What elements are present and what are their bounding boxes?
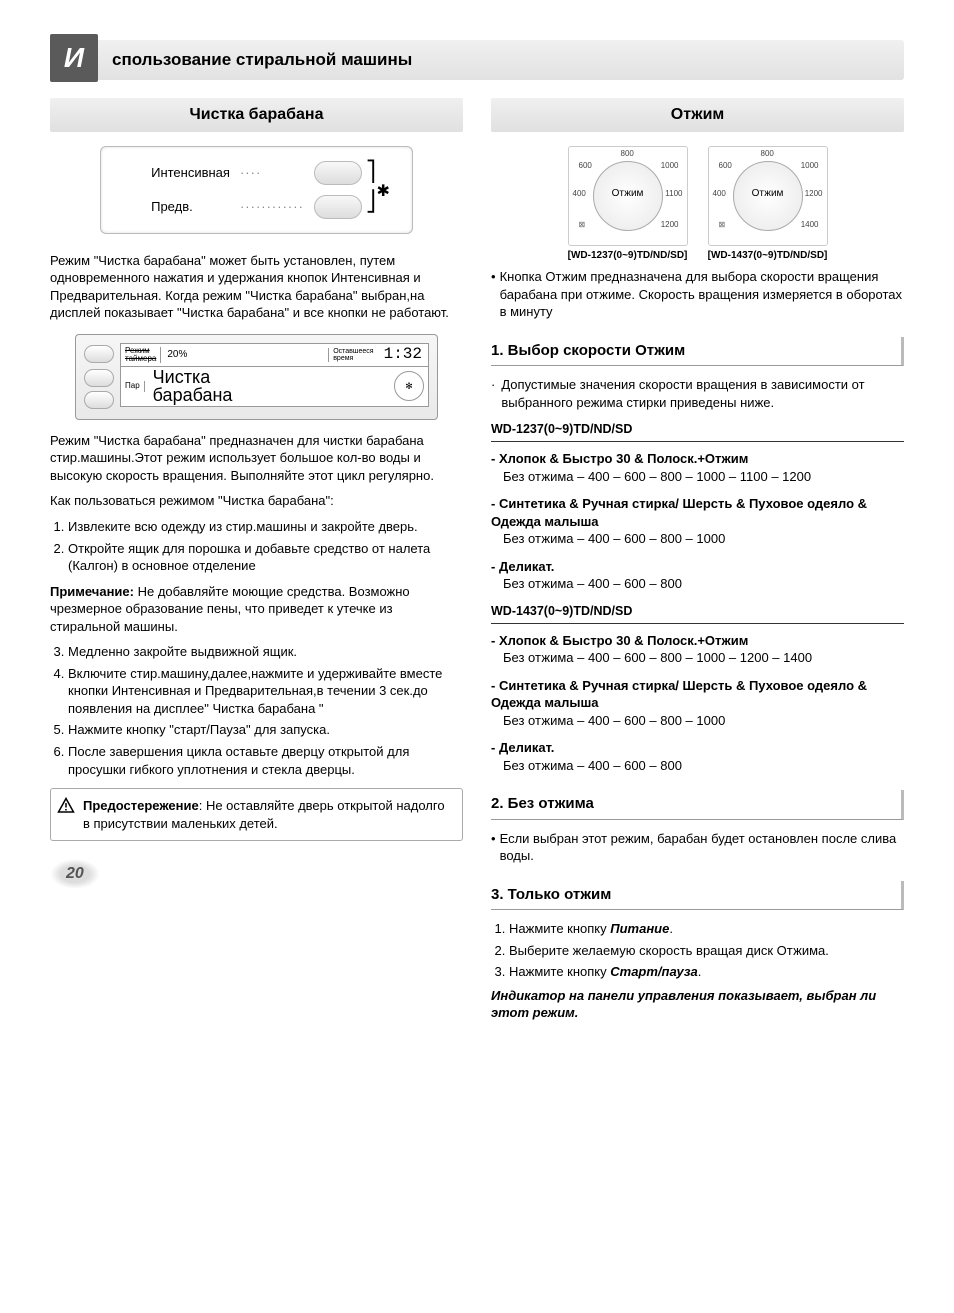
timer-mode-label: Режим таймера	[121, 347, 161, 363]
step-5: Нажмите кнопку "старт/Пауза" для запуска…	[68, 721, 463, 739]
spec-a2: - Синтетика & Ручная стирка/ Шерсть & Пу…	[491, 495, 904, 548]
dots-icon: ············	[240, 198, 304, 216]
dial-caption-1: [WD-1237(0~9)TD/ND/SD]	[568, 249, 688, 263]
side-button	[84, 391, 114, 409]
tick-1200: 1200	[805, 189, 823, 200]
model-b: WD-1437(0~9)TD/ND/SD	[491, 603, 904, 624]
model-a: WD-1237(0~9)TD/ND/SD	[491, 421, 904, 442]
tick-600: 600	[719, 161, 732, 172]
para-2: Режим "Чистка барабана" предназначен для…	[50, 432, 463, 485]
warning-icon	[57, 797, 75, 815]
subhead-spinonly: 3. Только отжим	[491, 881, 904, 910]
star-icon: ✱	[377, 181, 390, 203]
nospin-icon: ⊠	[719, 220, 726, 231]
spec-b2: - Синтетика & Ручная стирка/ Шерсть & Пу…	[491, 677, 904, 730]
dots-icon: ····	[240, 164, 304, 182]
display-panel: Режим таймера 20% Оставшееся время 1:32 …	[75, 334, 438, 420]
tick-600: 600	[579, 161, 592, 172]
para-3: Как пользоваться режимом "Чистка барабан…	[50, 492, 463, 510]
dial-label: Отжим	[752, 187, 784, 201]
tick-1000: 1000	[661, 161, 679, 172]
dial-row: 400 600 800 1000 1100 1200 ⊠ Отжим [WD-1…	[491, 146, 904, 263]
step-1: Извлеките всю одежду из стир.машины и за…	[68, 518, 463, 536]
caution-box: Предостережение: Не оставляйте дверь отк…	[50, 788, 463, 841]
remain-time: 1:32	[378, 344, 428, 366]
bracket-icon: ⎦	[366, 189, 376, 216]
bracket-icon: ⎤	[366, 159, 376, 186]
tick-400: 400	[573, 189, 586, 200]
subhead-nospin: 2. Без отжима	[491, 790, 904, 819]
button-diagram: Интенсивная ···· ⎤ Предв. ············ ⎦…	[100, 146, 413, 234]
tick-400: 400	[713, 189, 726, 200]
subhead-speed: 1. Выбор скорости Отжим	[491, 337, 904, 366]
nospin-icon: ⊠	[579, 220, 586, 231]
tick-1100: 1100	[665, 189, 682, 200]
tick-1200: 1200	[661, 220, 679, 231]
step-3: Медленно закройте выдвижной ящик.	[68, 643, 463, 661]
remain-label: Оставшееся время	[328, 348, 377, 362]
steam-label: Пар	[121, 381, 145, 392]
spinonly-step-3: Нажмите кнопку Старт/пауза.	[509, 963, 904, 981]
spec-a1: - Хлопок & Быстро 30 & Полоск.+ОтжимБез …	[491, 450, 904, 485]
note-label: Примечание:	[50, 584, 134, 599]
display-main-text: Чистка барабана	[145, 368, 390, 404]
dial-wd1237: 400 600 800 1000 1100 1200 ⊠ Отжим	[568, 146, 688, 246]
section-drum-clean: Чистка барабана	[50, 98, 463, 132]
dial-wd1437: 400 600 800 1000 1200 1400 ⊠ Отжим	[708, 146, 828, 246]
spec-a3: - Деликат.Без отжима – 400 – 600 – 800	[491, 558, 904, 593]
section-spin: Отжим	[491, 98, 904, 132]
caution-label: Предостережение	[83, 798, 199, 813]
knob-icon: ✻	[394, 371, 424, 401]
dial-caption-2: [WD-1437(0~9)TD/ND/SD]	[708, 249, 828, 263]
btn-label-prewash: Предв.	[151, 198, 230, 216]
right-column: Отжим 400 600 800 1000 1100 1200 ⊠ Отжим…	[491, 98, 904, 1022]
tick-800: 800	[621, 149, 634, 160]
note: Примечание: Не добавляйте моющие средств…	[50, 583, 463, 636]
spec-b1: - Хлопок & Быстро 30 & Полоск.+ОтжимБез …	[491, 632, 904, 667]
tick-1400: 1400	[801, 220, 819, 231]
spec-b3: - Деликат.Без отжима – 400 – 600 – 800	[491, 739, 904, 774]
side-button	[84, 345, 114, 363]
side-button	[84, 369, 114, 387]
spinonly-step-1: Нажмите кнопку Питание.	[509, 920, 904, 938]
prewash-button	[314, 195, 362, 219]
page-title: спользование стиральной машины	[112, 49, 412, 72]
spinonly-note: Индикатор на панели управления показывае…	[491, 987, 904, 1022]
para-1: Режим "Чистка барабана" может быть устан…	[50, 252, 463, 322]
left-column: Чистка барабана Интенсивная ···· ⎤ Предв…	[50, 98, 463, 1022]
intensive-button	[314, 161, 362, 185]
spinonly-step-2: Выберите желаемую скорость вращая диск О…	[509, 942, 904, 960]
spin-intro: Кнопка Отжим предназначена для выбора ск…	[491, 268, 904, 321]
speed-intro: Допустимые значения скорости вращения в …	[491, 376, 904, 411]
tick-800: 800	[761, 149, 774, 160]
step-2: Откройте ящик для порошка и добавьте сре…	[68, 540, 463, 575]
page-number: 20	[50, 859, 100, 889]
title-initial: И	[50, 34, 98, 82]
title-bar: И спользование стиральной машины	[50, 40, 904, 80]
btn-label-intensive: Интенсивная	[151, 164, 230, 182]
dial-label: Отжим	[612, 187, 644, 201]
step-4: Включите стир.машину,далее,нажмите и уде…	[68, 665, 463, 718]
progress-pct: 20%	[161, 348, 328, 362]
step-6: После завершения цикла оставьте дверцу о…	[68, 743, 463, 778]
tick-1000: 1000	[801, 161, 819, 172]
nospin-text: Если выбран этот режим, барабан будет ос…	[491, 830, 904, 865]
